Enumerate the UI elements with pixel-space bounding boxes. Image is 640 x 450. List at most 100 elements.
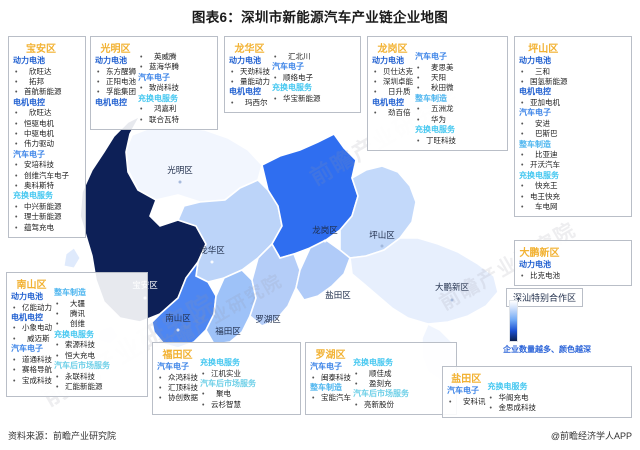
- shenshan-cooperation-zone-tag[interactable]: 深汕特别合作区: [506, 288, 584, 307]
- company-item[interactable]: 深圳卓能: [372, 77, 413, 87]
- district-box-baoan[interactable]: 宝安区动力电池欣旺达拓邦首航新能源电机电控欣旺达恒驱电机中驱电机伟力驱动汽车电子…: [8, 36, 86, 239]
- legend-gradient-bar: [509, 300, 518, 342]
- company-item[interactable]: 正阳电池: [95, 77, 136, 87]
- company-item[interactable]: 比亚迪: [519, 150, 568, 160]
- company-item[interactable]: 宝成科技: [11, 376, 52, 386]
- company-item[interactable]: 快充王: [519, 181, 568, 191]
- company-item[interactable]: 金思成科技: [488, 403, 537, 413]
- company-item[interactable]: 亚加电机: [519, 98, 568, 108]
- company-item[interactable]: 道通科技: [11, 355, 52, 365]
- map-svg: [63, 114, 499, 381]
- company-item[interactable]: 欣旺达: [13, 108, 69, 118]
- company-item[interactable]: 恒驱电机: [13, 119, 69, 129]
- company-item[interactable]: 巴斯巴: [519, 129, 568, 139]
- company-item[interactable]: 孚能集团: [95, 87, 136, 97]
- district-name: 福田区: [162, 350, 193, 361]
- company-item[interactable]: 理士新能源: [13, 212, 69, 222]
- company-item[interactable]: 贝仕达克: [372, 67, 413, 77]
- company-item[interactable]: 安进: [519, 119, 568, 129]
- company-item[interactable]: 开沃汽车: [519, 160, 568, 170]
- company-item[interactable]: 亮新股份: [353, 400, 409, 410]
- map-region-dapeng[interactable]: [349, 237, 499, 325]
- company-item[interactable]: 欣旺达: [13, 67, 69, 77]
- company-item[interactable]: 天劲科技: [229, 67, 270, 77]
- company-item[interactable]: 汇顶科技: [157, 383, 198, 393]
- company-item[interactable]: 赛格导航: [11, 365, 52, 375]
- district-box-dapeng[interactable]: 大鹏新区动力电池比克电池: [514, 240, 632, 286]
- company-item[interactable]: 麦思美: [415, 63, 456, 73]
- company-item[interactable]: 伟力驱动: [13, 139, 69, 149]
- district-column: 汇北川汽车电子顺络电子充换电服务华宝新能源: [272, 40, 321, 108]
- company-item[interactable]: 永联科技: [54, 372, 110, 382]
- company-item[interactable]: 天阳: [415, 73, 456, 83]
- company-item[interactable]: 小象电动: [11, 323, 52, 333]
- category-label: 汽车电子: [138, 72, 170, 82]
- company-item[interactable]: 蕴驾充电: [13, 223, 69, 233]
- company-item[interactable]: 鸿嘉利: [138, 104, 179, 114]
- company-item[interactable]: 车电网: [519, 202, 568, 212]
- company-item[interactable]: 创维: [54, 319, 110, 329]
- company-item[interactable]: 汇北川: [272, 52, 321, 62]
- company-item[interactable]: 汇能新能源: [54, 382, 110, 392]
- company-item[interactable]: 首航新能源: [13, 87, 69, 97]
- company-item[interactable]: 联合瓦特: [138, 115, 179, 125]
- company-item[interactable]: 华为: [415, 115, 456, 125]
- district-box-nanshan[interactable]: 南山区动力电池亿能动力电机电控小象电动威迈斯汽车电子道通科技赛格导航宝成科技 整…: [6, 272, 148, 398]
- company-item[interactable]: 盈刻充: [353, 379, 409, 389]
- company-item[interactable]: 五洲龙: [415, 104, 456, 114]
- district-box-longgang[interactable]: 龙岗区动力电池贝仕达克深圳卓能日升质电机电控劲百倍 汽车电子麦思美天阳秋田微整车…: [367, 36, 508, 151]
- company-item[interactable]: 腾讯: [54, 309, 110, 319]
- map-dot-longgang: [323, 239, 327, 243]
- company-item[interactable]: 中驱电机: [13, 129, 69, 139]
- company-item[interactable]: 华宝新能源: [272, 94, 321, 104]
- company-item[interactable]: 众鸿科技: [157, 373, 198, 383]
- district-column: 龙岗区动力电池贝仕达克深圳卓能日升质电机电控劲百倍: [372, 40, 413, 146]
- company-item[interactable]: 拓邦: [13, 77, 69, 87]
- company-item[interactable]: 致尚科技: [138, 83, 179, 93]
- company-item[interactable]: 中兴新能源: [13, 202, 69, 212]
- company-item[interactable]: 江机实业: [200, 369, 256, 379]
- company-item[interactable]: 恒大充电: [54, 351, 110, 361]
- category-label: 电机电控: [95, 97, 127, 107]
- category-label: 动力电池: [519, 56, 551, 65]
- map-dot-longhua: [210, 260, 214, 264]
- category-label: 充换电服务: [519, 170, 559, 180]
- company-item[interactable]: 聚电: [200, 389, 256, 399]
- company-item[interactable]: 威迈斯: [11, 334, 52, 344]
- district-box-guangming[interactable]: 光明区动力电池东方醒狮正阳电池孚能集团电机电控 英威腾蓝海华腾汽车电子致尚科技充…: [90, 36, 218, 130]
- company-item[interactable]: 蓝海华腾: [138, 62, 179, 72]
- district-box-longhua[interactable]: 龙华区动力电池天劲科技量能动力电机电控玛西尔 汇北川汽车电子顺络电子充换电服务华…: [224, 36, 361, 114]
- company-item[interactable]: 安培科技: [13, 160, 69, 170]
- company-item[interactable]: 国氢新能源: [519, 77, 568, 87]
- footer-source: 资料来源：前瞻产业研究院: [8, 431, 117, 441]
- company-item[interactable]: 协创数据: [157, 393, 198, 403]
- company-item[interactable]: 比克电池: [519, 271, 560, 281]
- company-item[interactable]: 华阁充电: [488, 393, 537, 403]
- company-item[interactable]: 亿能动力: [11, 303, 52, 313]
- district-name: 龙华区: [234, 44, 265, 55]
- company-item[interactable]: 顺络电子: [272, 73, 321, 83]
- company-item[interactable]: 宝能汽车: [310, 393, 351, 403]
- company-item[interactable]: 丁旺科技: [415, 136, 456, 146]
- company-item[interactable]: 大疆: [54, 299, 110, 309]
- company-item[interactable]: 云杉智慧: [200, 400, 256, 410]
- company-item[interactable]: 闽泰科技: [310, 373, 351, 383]
- company-item[interactable]: 三和: [519, 67, 568, 77]
- company-item[interactable]: 电王快充: [519, 192, 568, 202]
- company-item[interactable]: 秋田微: [415, 83, 456, 93]
- company-item[interactable]: 顺佳成: [353, 369, 409, 379]
- district-box-futian[interactable]: 福田区汽车电子众鸿科技汇顶科技协创数据 充换电服务江机实业汽车后市场服务聚电云杉…: [152, 342, 301, 416]
- company-item[interactable]: 日升质: [372, 87, 413, 97]
- company-item[interactable]: 创维汽车电子: [13, 171, 69, 181]
- company-item[interactable]: 奥科斯特: [13, 181, 69, 191]
- district-box-pingshan[interactable]: 坪山区动力电池三和国氢新能源电机电控亚加电机汽车电子安进巴斯巴整车制造比亚迪开沃…: [514, 36, 632, 218]
- company-item[interactable]: 安科讯: [447, 397, 486, 407]
- company-item[interactable]: 玛西尔: [229, 98, 270, 108]
- company-item[interactable]: 东方醒狮: [95, 67, 136, 77]
- company-item[interactable]: 劲百倍: [372, 108, 413, 118]
- district-box-luohu[interactable]: 罗湖区汽车电子闽泰科技整车制造宝能汽车 充换电服务顺佳成盈刻充汽车后市场服务亮新…: [305, 342, 457, 416]
- company-item[interactable]: 索源科技: [54, 340, 110, 350]
- company-item[interactable]: 英威腾: [138, 52, 179, 62]
- company-item[interactable]: 量能动力: [229, 77, 270, 87]
- district-box-yantian[interactable]: 盐田区汽车电子安科讯 充换电服务华阁充电金思成科技: [442, 366, 632, 419]
